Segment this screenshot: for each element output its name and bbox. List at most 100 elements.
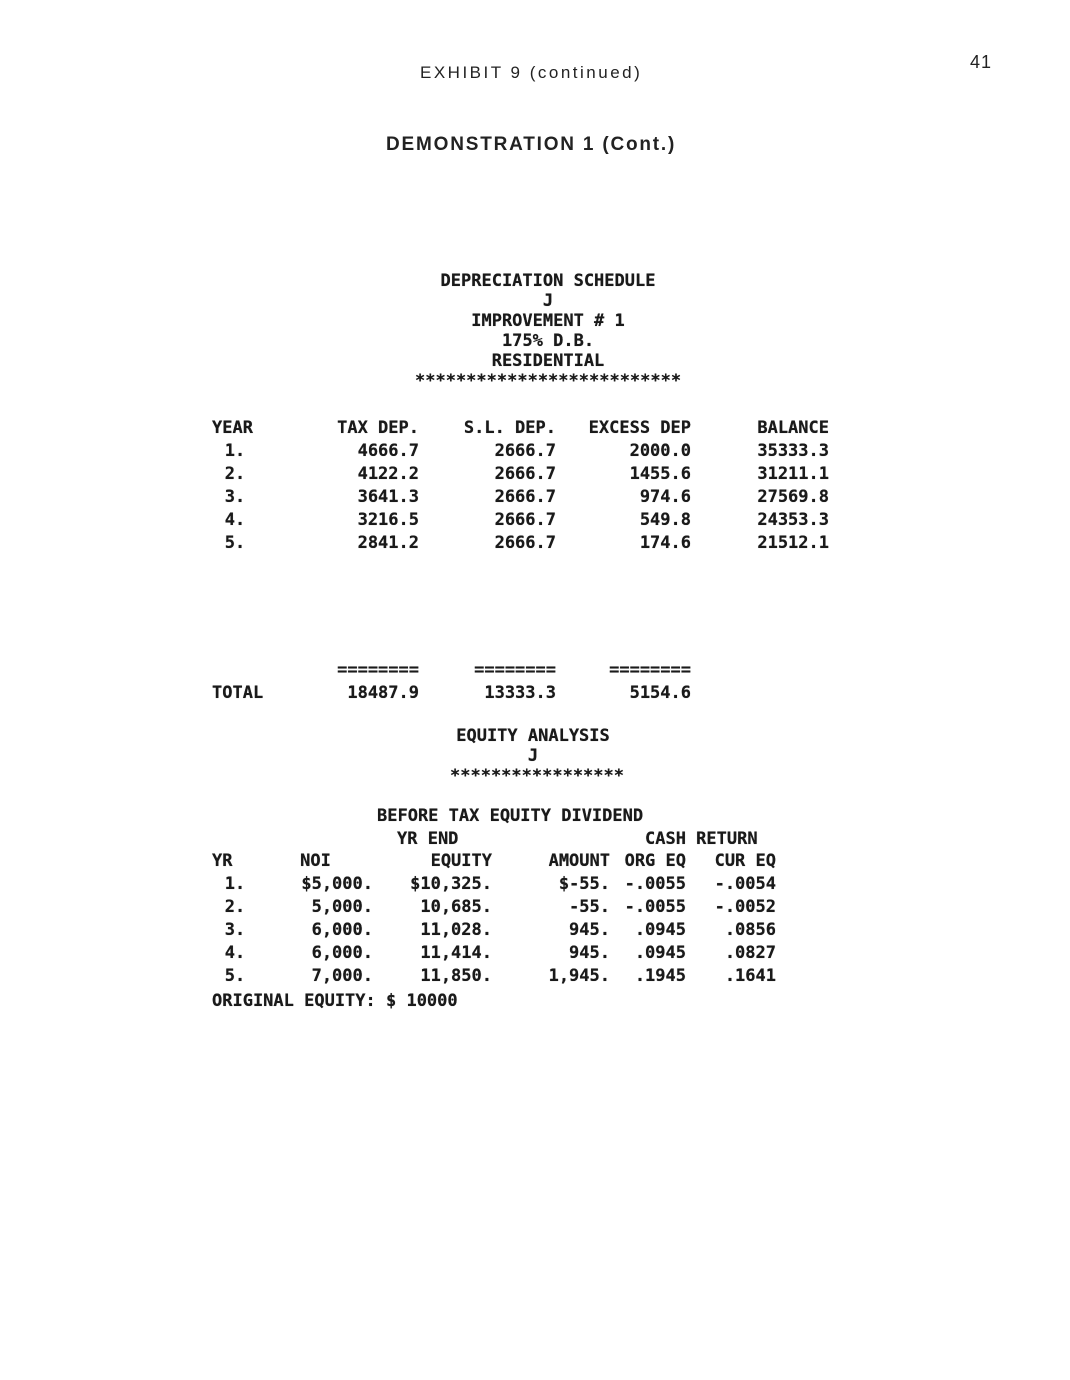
cell-yr: 4. (224, 943, 246, 963)
cell-balance: 24353.3 (757, 510, 829, 530)
cell-year: 1. (224, 441, 246, 461)
asterisk-separator: ***************** (450, 766, 624, 786)
depreciation-heading: DEPRECIATION SCHEDULE J IMPROVEMENT # 1 … (415, 271, 681, 391)
depreciation-table-row: 3. 3641.3 2666.7 974.6 27569.8 (212, 486, 829, 509)
equity-heading: EQUITY ANALYSIS J ***************** (450, 726, 624, 786)
demonstration-title: DEMONSTRATION 1 (Cont.) (386, 134, 677, 155)
depreciation-table-row: 1. 4666.7 2666.7 2000.0 35333.3 (212, 440, 829, 463)
total-tax-dep: 18487.9 (347, 683, 419, 703)
col-group-cash-return: CASH RETURN (645, 829, 758, 849)
cell-excess-dep: 174.6 (639, 533, 691, 553)
cell-balance: 21512.1 (757, 533, 829, 553)
cell-cur-eq: -.0054 (714, 874, 776, 894)
depreciation-title: DEPRECIATION SCHEDULE (440, 271, 656, 291)
cell-org-eq: .0945 (634, 920, 686, 940)
cell-yr: 2. (224, 897, 246, 917)
cell-tax-dep: 4122.2 (357, 464, 419, 484)
equity-table-row: 2. 5,000. 10,685. -55. -.0055 -.0052 (212, 896, 776, 919)
col-header-sl-dep: S.L. DEP. (463, 418, 556, 438)
col-header-balance: BALANCE (757, 418, 829, 438)
equity-section-title: BEFORE TAX EQUITY DIVIDEND (377, 806, 644, 826)
col-header-year: YEAR (212, 418, 253, 438)
cell-cur-eq: .0827 (724, 943, 776, 963)
col-header-cur-eq: CUR EQ (714, 851, 776, 871)
cell-yr: 1. (224, 874, 246, 894)
cell-tax-dep: 2841.2 (357, 533, 419, 553)
cell-excess-dep: 1455.6 (629, 464, 691, 484)
equity-table: YR NOI EQUITY AMOUNT ORG EQ CUR EQ 1. $5… (212, 850, 776, 988)
depreciation-subtitle-j: J (542, 291, 554, 311)
cell-tax-dep: 3641.3 (357, 487, 419, 507)
cell-equity: $10,325. (410, 874, 492, 894)
cell-noi: 7,000. (311, 966, 373, 986)
exhibit-title: EXHIBIT 9 (continued) (420, 63, 643, 82)
total-balance (691, 682, 829, 705)
separator-blank (212, 659, 258, 682)
cell-org-eq: -.0055 (624, 874, 686, 894)
cell-year: 2. (224, 464, 246, 484)
cell-cur-eq: .1641 (724, 966, 776, 986)
separator-tax-dep: ======== (337, 660, 419, 680)
cell-year: 5. (224, 533, 246, 553)
cell-equity: 10,685. (420, 897, 492, 917)
total-excess-dep: 5154.6 (629, 683, 691, 703)
cell-cur-eq: .0856 (724, 920, 776, 940)
cell-noi: 6,000. (311, 920, 373, 940)
separator-balance (691, 659, 829, 682)
separator-excess-dep: ======== (609, 660, 691, 680)
col-header-tax-dep: TAX DEP. (337, 418, 419, 438)
cell-sl-dep: 2666.7 (494, 533, 556, 553)
cell-sl-dep: 2666.7 (494, 510, 556, 530)
cell-amount: -55. (569, 897, 610, 917)
cell-balance: 35333.3 (757, 441, 829, 461)
cell-amount: 945. (569, 943, 610, 963)
cell-amount: $-55. (558, 874, 610, 894)
cell-sl-dep: 2666.7 (494, 464, 556, 484)
cell-equity: 11,850. (420, 966, 492, 986)
col-group-yr-end: YR END (397, 829, 459, 849)
cell-tax-dep: 4666.7 (357, 441, 419, 461)
equity-table-row: 3. 6,000. 11,028. 945. .0945 .0856 (212, 919, 776, 942)
col-header-org-eq: ORG EQ (624, 851, 686, 871)
total-row: TOTAL 18487.9 13333.3 5154.6 (212, 682, 829, 705)
depreciation-method: 175% D.B. (501, 331, 595, 351)
col-header-amount: AMOUNT (548, 851, 610, 871)
depreciation-table-row: 5. 2841.2 2666.7 174.6 21512.1 (212, 532, 829, 555)
cell-noi: 6,000. (311, 943, 373, 963)
col-header-equity: EQUITY (430, 851, 492, 871)
equity-title: EQUITY ANALYSIS (456, 726, 610, 746)
equity-table-header-row: YR NOI EQUITY AMOUNT ORG EQ CUR EQ (212, 850, 776, 873)
cell-balance: 31211.1 (757, 464, 829, 484)
equity-table-row: 5. 7,000. 11,850. 1,945. .1945 .1641 (212, 965, 776, 988)
cell-sl-dep: 2666.7 (494, 487, 556, 507)
total-label: TOTAL (212, 683, 264, 703)
cell-org-eq: .1945 (634, 966, 686, 986)
cell-yr: 5. (224, 966, 246, 986)
original-equity-line: ORIGINAL EQUITY: $ 10000 (212, 991, 458, 1011)
col-header-noi: NOI (300, 851, 331, 871)
cell-excess-dep: 549.8 (639, 510, 691, 530)
equity-table-row: 4. 6,000. 11,414. 945. .0945 .0827 (212, 942, 776, 965)
total-sl-dep: 13333.3 (484, 683, 556, 703)
cell-org-eq: .0945 (634, 943, 686, 963)
cell-excess-dep: 974.6 (639, 487, 691, 507)
asterisk-separator: ************************** (415, 371, 682, 391)
separator-sl-dep: ======== (474, 660, 556, 680)
cell-yr: 3. (224, 920, 246, 940)
cell-excess-dep: 2000.0 (629, 441, 691, 461)
cell-year: 3. (224, 487, 246, 507)
cell-year: 4. (224, 510, 246, 530)
total-separator-row: ======== ======== ======== (212, 659, 829, 682)
cell-org-eq: -.0055 (624, 897, 686, 917)
cell-noi: $5,000. (301, 874, 373, 894)
cell-noi: 5,000. (311, 897, 373, 917)
cell-equity: 11,028. (420, 920, 492, 940)
col-header-yr: YR (212, 851, 233, 871)
cell-tax-dep: 3216.5 (357, 510, 419, 530)
depreciation-improvement: IMPROVEMENT # 1 (471, 311, 625, 331)
cell-cur-eq: -.0052 (714, 897, 776, 917)
cell-balance: 27569.8 (757, 487, 829, 507)
cell-sl-dep: 2666.7 (494, 441, 556, 461)
page-number: 41 (970, 52, 993, 72)
